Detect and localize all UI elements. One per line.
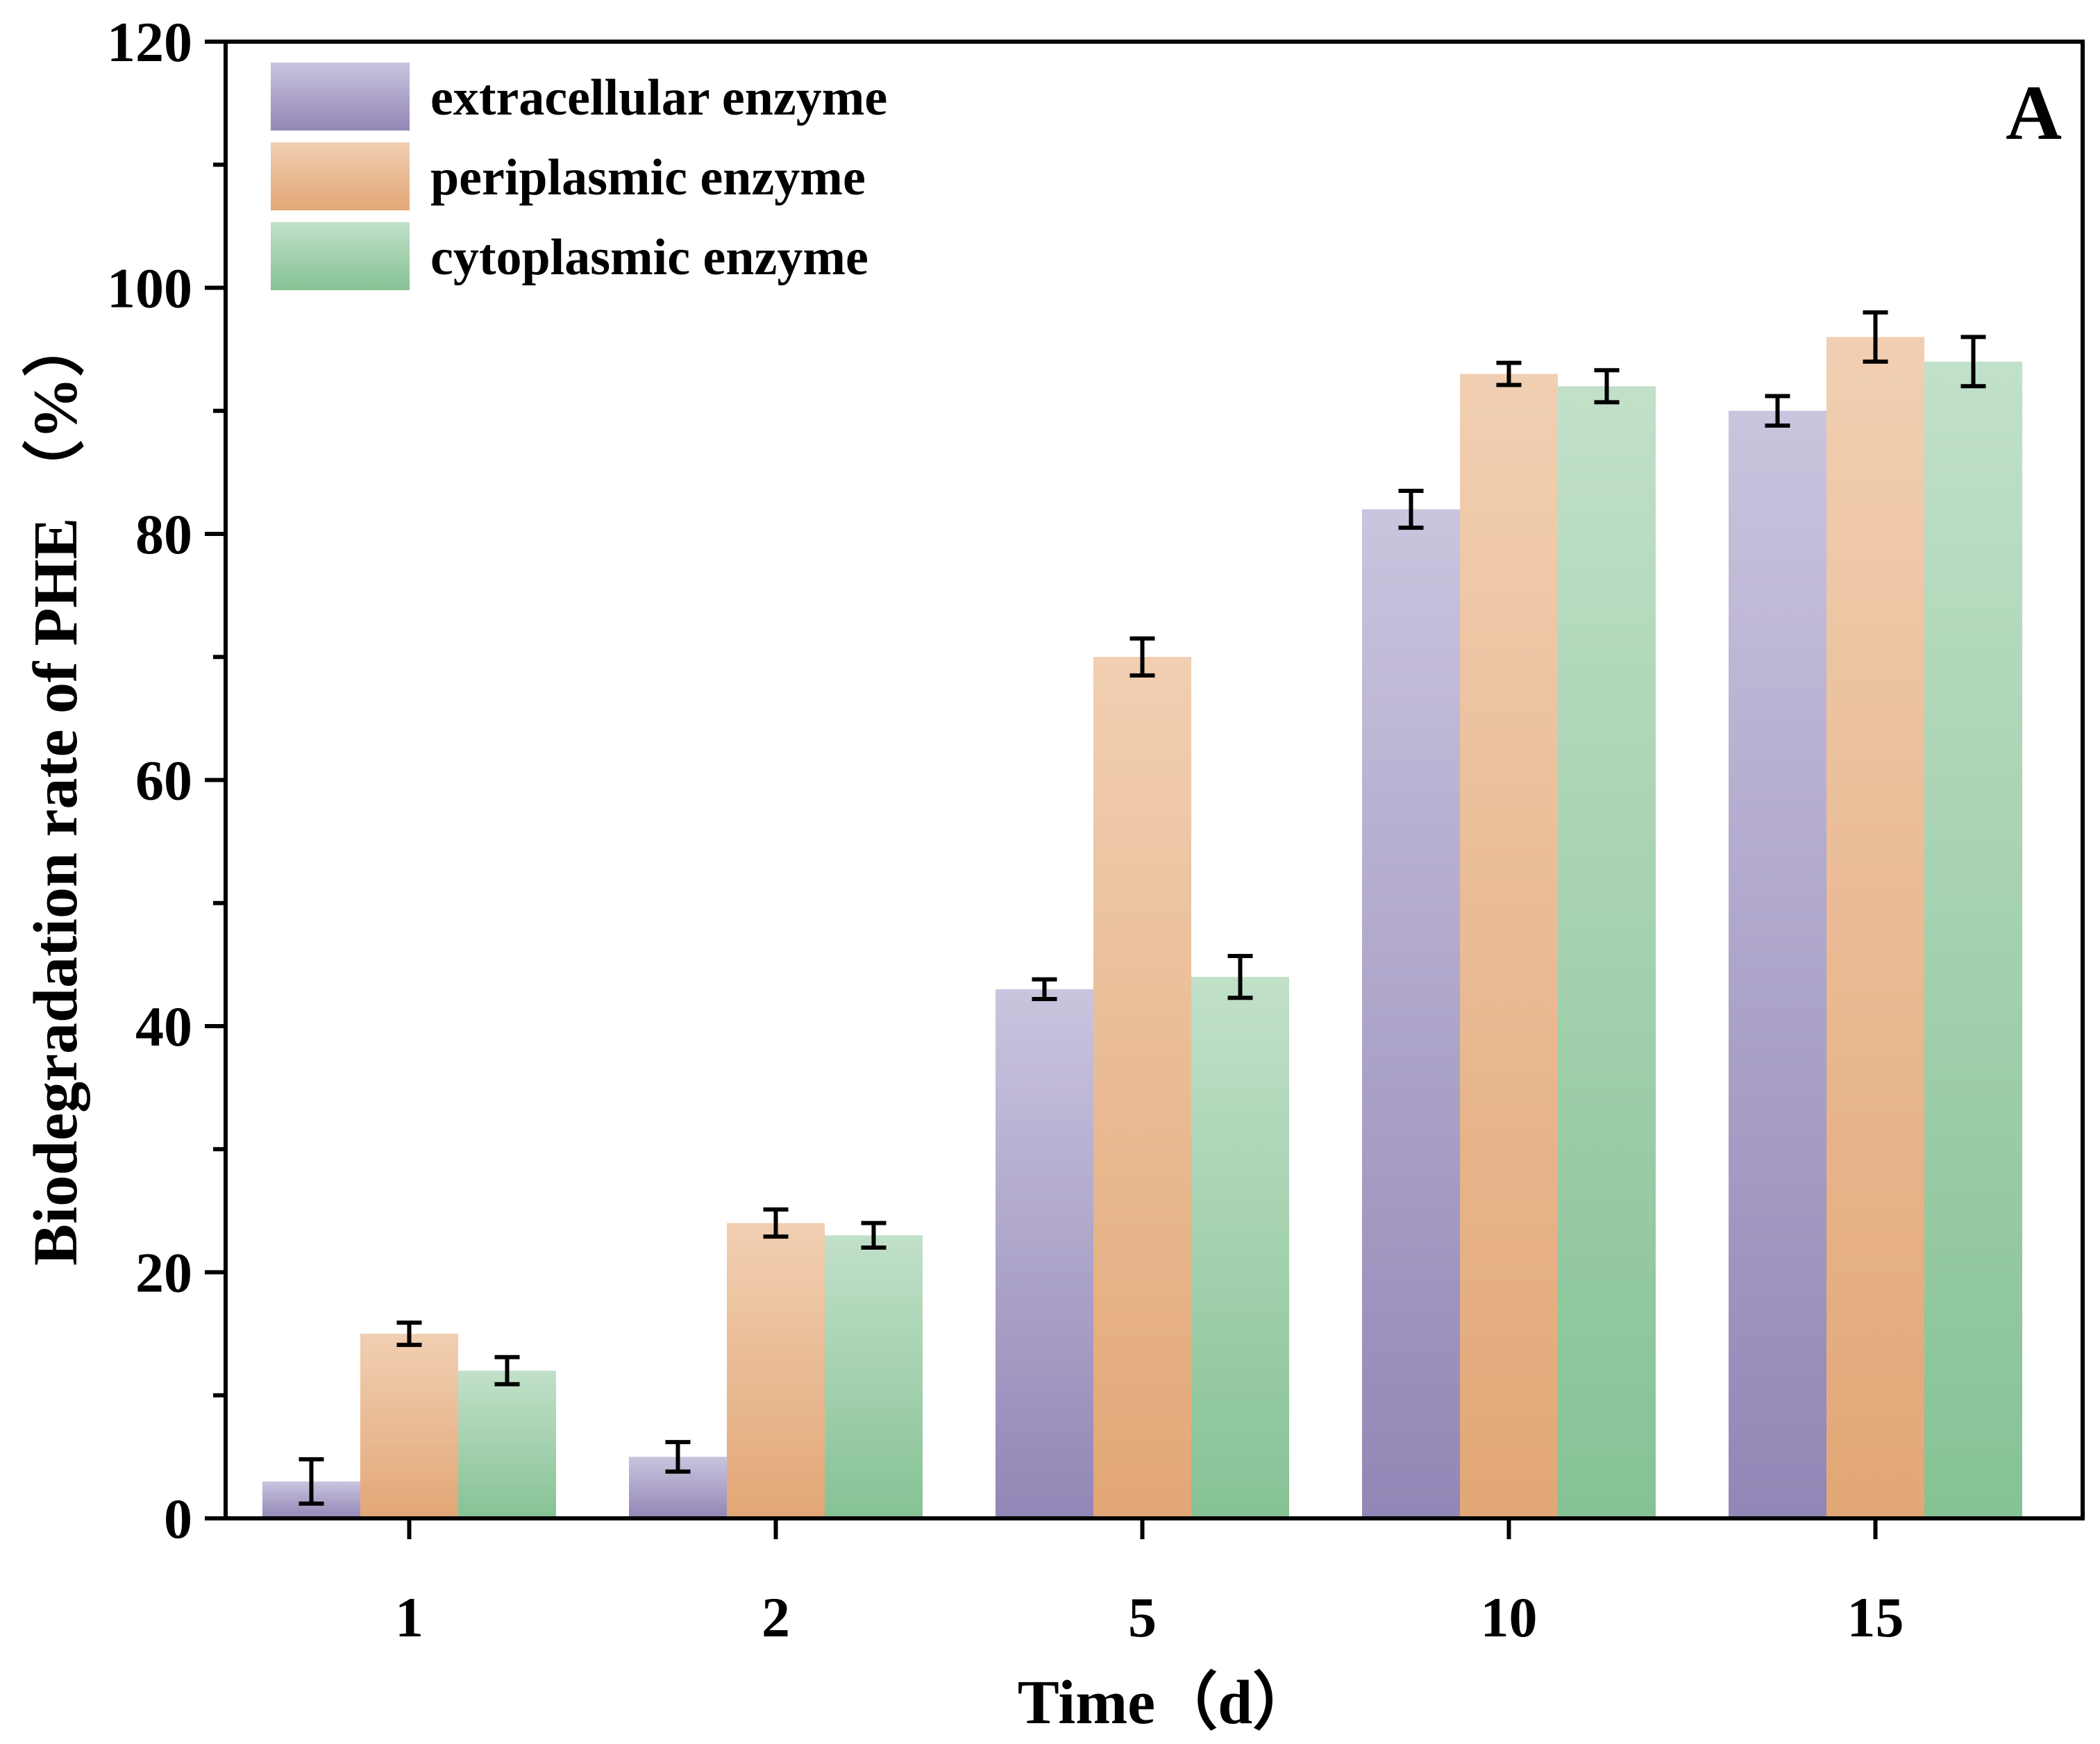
error-bar-extracellular-enzyme-5 [1032,977,1057,1002]
y-tick-label: 0 [164,1487,192,1550]
bar-periplasmic-enzyme-1 [360,1334,458,1518]
x-tick-label: 1 [395,1586,423,1649]
bar-cytoplasmic-enzyme-10 [1558,386,1656,1518]
bar-cytoplasmic-enzyme-1 [458,1370,556,1518]
x-tick-label: 15 [1847,1586,1904,1649]
error-bar-extracellular-enzyme-10 [1398,488,1424,530]
y-tick-label: 100 [107,257,192,320]
error-bar-periplasmic-enzyme-2 [763,1207,789,1239]
panel-label: A [2006,70,2062,156]
y-axis-title: Biodegradation rate of PHE （%） [22,315,90,1266]
bar-extracellular-enzyme-10 [1362,509,1460,1518]
bar-extracellular-enzyme-15 [1729,410,1826,1518]
legend-item: cytoplasmic enzyme [271,222,868,290]
bar-periplasmic-enzyme-5 [1093,657,1191,1518]
error-bar-extracellular-enzyme-2 [665,1440,691,1474]
error-bar-cytoplasmic-enzyme-2 [861,1221,887,1250]
legend-item: extracellular enzyme [271,62,887,131]
legend-swatch [271,142,410,210]
error-bars-layer [299,310,1986,1506]
bar-periplasmic-enzyme-2 [727,1223,825,1518]
axes-layer: 0 20 40 60 80 100 120 1 2 5 10 15 [107,10,2085,1649]
bar-periplasmic-enzyme-10 [1460,374,1558,1519]
legend-label: periplasmic enzyme [430,149,866,206]
legend-swatch [271,62,410,131]
y-tick-label: 40 [135,995,192,1058]
legend-label: cytoplasmic enzyme [430,229,868,286]
error-bar-extracellular-enzyme-1 [299,1457,324,1506]
y-tick-label: 80 [135,503,192,566]
bar-cytoplasmic-enzyme-5 [1191,977,1289,1518]
bar-extracellular-enzyme-5 [996,989,1093,1518]
error-bar-cytoplasmic-enzyme-1 [494,1355,520,1386]
y-tick-label: 60 [135,749,192,812]
error-bar-periplasmic-enzyme-1 [396,1320,422,1348]
y-tick-label: 20 [135,1241,192,1305]
error-bar-cytoplasmic-enzyme-5 [1227,953,1253,1000]
legend-item: periplasmic enzyme [271,142,866,210]
x-tick-label: 10 [1481,1586,1538,1649]
error-bar-cytoplasmic-enzyme-15 [1960,335,1986,389]
x-axis-title: Time（d） [1018,1668,1315,1737]
error-bar-extracellular-enzyme-15 [1765,394,1790,428]
legend-label: extracellular enzyme [430,69,887,126]
x-tick-label: 5 [1128,1586,1157,1649]
bars-layer [262,337,2022,1519]
error-bar-periplasmic-enzyme-10 [1496,360,1522,387]
error-bar-periplasmic-enzyme-15 [1863,310,1888,364]
error-bar-cytoplasmic-enzyme-10 [1594,368,1620,405]
bar-cytoplasmic-enzyme-2 [825,1235,923,1518]
bar-periplasmic-enzyme-15 [1826,337,1924,1518]
legend: extracellular enzyme periplasmic enzyme cy… [271,62,887,290]
y-tick-label: 120 [107,10,192,74]
bar-cytoplasmic-enzyme-15 [1924,361,2022,1518]
x-tick-label: 2 [762,1586,790,1649]
legend-swatch [271,222,410,290]
error-bar-periplasmic-enzyme-5 [1129,636,1155,678]
